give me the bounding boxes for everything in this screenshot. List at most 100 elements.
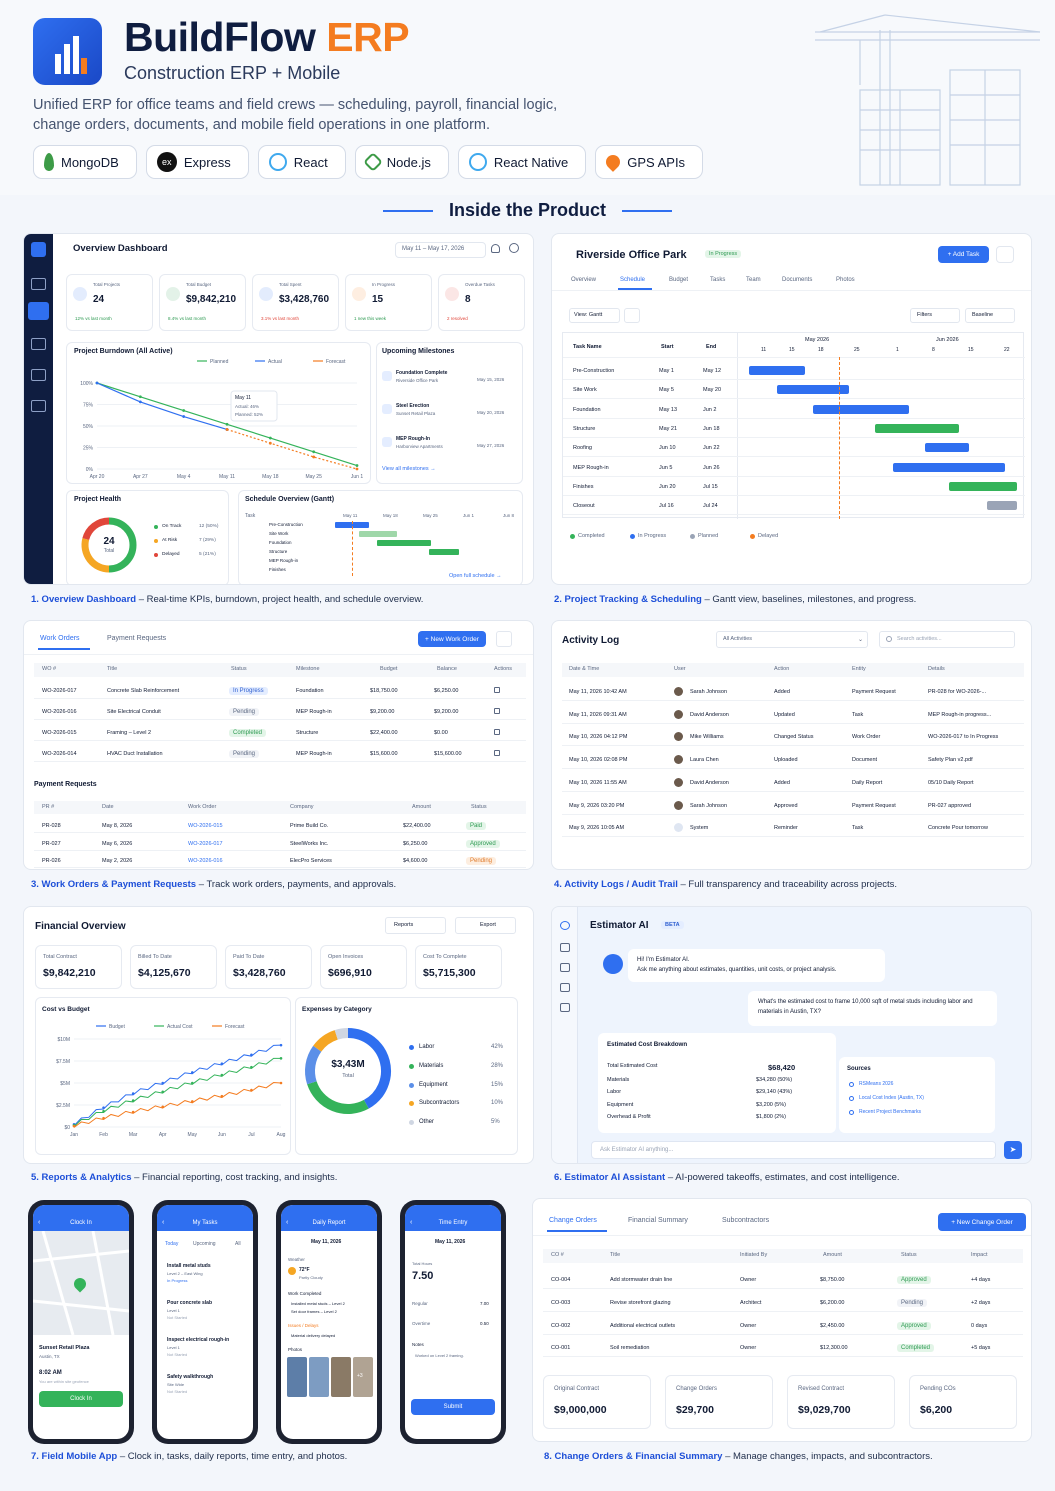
pr-company: ElecPro Services: [290, 858, 332, 864]
data-point: [220, 1062, 224, 1065]
tab-change-orders[interactable]: Change Orders: [549, 1217, 597, 1224]
history-icon[interactable]: [560, 963, 570, 972]
more-button[interactable]: [496, 631, 512, 647]
ai-icon[interactable]: [560, 921, 570, 930]
pr-company: Prime Build Co.: [290, 823, 329, 829]
submit-button[interactable]: Submit: [411, 1399, 495, 1415]
edit-icon[interactable]: [494, 750, 500, 756]
photo-thumbnail[interactable]: [309, 1357, 329, 1397]
photo-thumbnail[interactable]: [353, 1357, 373, 1397]
photo-thumbnail[interactable]: [331, 1357, 351, 1397]
send-icon[interactable]: ➤: [1004, 1141, 1022, 1159]
export-button[interactable]: Export: [455, 917, 516, 934]
pr-work-order-link[interactable]: WO-2026-017: [188, 840, 223, 847]
view-milestones-link[interactable]: View all milestones →: [382, 466, 436, 472]
tab-documents[interactable]: Documents: [782, 277, 813, 283]
co-amount: $12,300.00: [820, 1345, 848, 1352]
task-tab[interactable]: Today: [165, 1241, 179, 1247]
task-tab[interactable]: Upcoming: [193, 1241, 216, 1247]
row-divider: [563, 417, 1025, 419]
back-icon[interactable]: ‹: [286, 1219, 289, 1226]
activity-user: Sarah Johnson: [690, 689, 727, 695]
source-link[interactable]: Local Cost Index (Austin, TX): [859, 1095, 924, 1101]
tab-schedule[interactable]: Schedule: [620, 277, 646, 283]
co-impact: +4 days: [971, 1277, 991, 1283]
task-start: May 13: [659, 406, 678, 413]
source-link[interactable]: Recent Project Benchmarks: [859, 1109, 921, 1115]
col-header: CO #: [551, 1252, 564, 1258]
status-badge: Completed: [897, 1344, 935, 1353]
tab-photos[interactable]: Photos: [836, 277, 855, 283]
tab-financial-summary[interactable]: Financial Summary: [628, 1217, 688, 1224]
status-badge: Approved: [466, 839, 500, 848]
today-marker: [839, 357, 840, 519]
tab-subcontractors[interactable]: Subcontractors: [722, 1217, 770, 1224]
reports-select[interactable]: Reports: [385, 917, 446, 934]
task-tab[interactable]: All: [235, 1241, 241, 1247]
dashboard-icon[interactable]: [28, 302, 49, 320]
tab-team[interactable]: Team: [746, 277, 761, 283]
edit-icon[interactable]: [494, 687, 500, 693]
date-range-picker[interactable]: May 11 – May 17, 2026: [395, 242, 486, 258]
work-orders-panel: Work Orders Payment Requests + New Work …: [23, 620, 534, 870]
row-divider: [34, 698, 526, 699]
milestone-icon: [382, 404, 392, 414]
map-view[interactable]: [33, 1230, 129, 1336]
baseline-button[interactable]: Baseline: [965, 308, 1015, 323]
search-input[interactable]: Search activities...: [879, 631, 1015, 648]
col-header: Balance: [437, 666, 457, 672]
back-icon[interactable]: ‹: [162, 1219, 165, 1226]
back-icon[interactable]: ‹: [38, 1219, 41, 1226]
open-schedule-link[interactable]: Open full schedule →: [449, 573, 502, 579]
tab-work-orders[interactable]: Work Orders: [40, 635, 80, 642]
library-icon[interactable]: [560, 983, 570, 992]
row-divider: [563, 514, 1025, 516]
photo-thumbnail[interactable]: [287, 1357, 307, 1397]
home-icon[interactable]: [31, 278, 46, 290]
chat-icon[interactable]: [560, 943, 570, 952]
activity-user: David Anderson: [690, 779, 729, 786]
express-icon: ex: [156, 152, 177, 172]
tab-tasks[interactable]: Tasks: [710, 277, 726, 283]
settings-icon[interactable]: [560, 1003, 570, 1012]
phone-screen: Clock In ‹ Sunset Retail Plaza Austin, TX 8:…: [33, 1205, 129, 1439]
clock-in-button[interactable]: Clock In: [39, 1391, 123, 1407]
pr-work-order-link[interactable]: WO-2026-015: [188, 823, 223, 829]
status-badge: Paid: [466, 822, 487, 830]
projects-icon[interactable]: [31, 338, 46, 350]
data-point: [102, 1116, 105, 1120]
edit-icon[interactable]: [494, 708, 500, 714]
y-tick: 100%: [80, 381, 93, 387]
add-task-button[interactable]: + Add Task: [938, 246, 989, 263]
task-end: Jun 18: [703, 425, 720, 432]
new-change-order-button[interactable]: + New Change Order: [938, 1213, 1026, 1231]
settings-icon[interactable]: [31, 400, 46, 412]
ai-chat-input[interactable]: Ask Estimator AI anything...: [591, 1141, 996, 1159]
row-divider: [563, 494, 1025, 496]
co-initiator: Owner: [740, 1322, 757, 1329]
edit-icon[interactable]: [494, 729, 500, 735]
new-work-order-button[interactable]: + New Work Order: [418, 631, 486, 647]
gantt-task: Finishes: [269, 567, 286, 572]
reports-icon[interactable]: [31, 369, 46, 381]
tab-overview[interactable]: Overview: [571, 277, 597, 283]
view-select[interactable]: View: Gantt: [569, 308, 620, 323]
task-name: Pre-Construction: [573, 368, 615, 374]
back-icon[interactable]: ‹: [410, 1219, 413, 1226]
bell-icon[interactable]: [491, 244, 500, 253]
source-link[interactable]: RSMeans 2026: [859, 1081, 894, 1087]
gantt-bar: [359, 531, 397, 537]
activity-filter-select[interactable]: All Activities: [716, 631, 868, 648]
activity-entity: Payment Request: [852, 689, 896, 695]
tab-payment-requests[interactable]: Payment Requests: [107, 635, 167, 642]
caption-title: 1. Overview Dashboard: [31, 594, 137, 605]
beta-badge: BETA: [661, 921, 684, 929]
task-start: May 1: [659, 368, 674, 374]
x-tick: Apr 20: [90, 474, 105, 480]
filters-button[interactable]: Filters: [910, 308, 960, 323]
expand-button[interactable]: [624, 308, 640, 323]
user-icon[interactable]: [509, 243, 519, 253]
pr-work-order-link[interactable]: WO-2026-016: [188, 858, 223, 864]
more-button[interactable]: [996, 246, 1014, 263]
tab-budget[interactable]: Budget: [669, 277, 689, 283]
